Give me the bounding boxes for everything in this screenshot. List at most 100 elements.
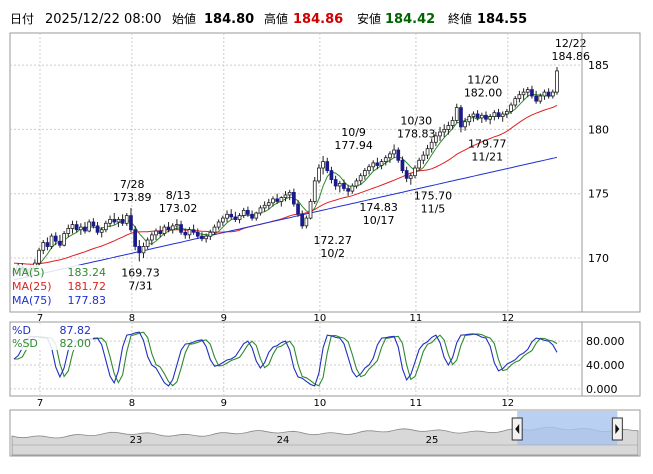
candle-body <box>392 149 396 155</box>
candle-body <box>509 104 513 112</box>
stoch-legend-name: %D <box>12 324 31 337</box>
candle-body <box>350 185 355 192</box>
price-x-tick-label: 7 <box>37 313 43 324</box>
candle-body <box>367 166 371 171</box>
annotation-line2: 177.94 <box>334 139 373 152</box>
ma-legend-name: MA(75) <box>12 294 52 307</box>
candle-body <box>488 116 493 120</box>
annotation-line2: 10/17 <box>363 214 395 227</box>
candle-body <box>500 113 505 117</box>
annotation-line1: 12/22 <box>555 37 587 50</box>
candle-body <box>404 170 409 179</box>
candle-body <box>212 226 217 233</box>
ma-legend-value: 177.83 <box>68 294 107 307</box>
annotation-line1: 179.77 <box>468 137 507 150</box>
annotation-line2: 11/5 <box>421 203 446 216</box>
candle-body <box>513 98 518 106</box>
candle-body <box>99 229 104 233</box>
annotation-line2: 178.83 <box>397 127 436 140</box>
low-label: 安値 <box>357 11 381 26</box>
candle-body <box>216 221 221 228</box>
candle-body <box>467 116 472 123</box>
candle-body <box>154 230 158 236</box>
candle-body <box>317 167 321 182</box>
annotation-line2: 184.86 <box>552 50 591 63</box>
candle-body <box>425 148 430 156</box>
stoch-legend-bg <box>11 337 93 350</box>
candle-body <box>463 121 467 128</box>
candle-body <box>87 221 91 232</box>
candle-body <box>459 107 463 128</box>
candle-body <box>300 213 305 227</box>
candle-body <box>475 113 480 119</box>
candle-body <box>333 179 338 187</box>
navigator-left-handle[interactable] <box>511 417 523 441</box>
candle-body <box>195 231 200 237</box>
candle-body <box>271 198 275 204</box>
stoch-y-tick-label: 40.000 <box>586 359 625 372</box>
candle-body <box>179 224 183 233</box>
ma-legend-value: 183.24 <box>68 266 107 279</box>
candle-body <box>312 180 317 202</box>
candle-body <box>129 215 133 231</box>
candle-body <box>254 212 259 219</box>
ma-legend: MA(5) 183.24 MA(25) 181.72 MA(75) 177.83 <box>11 265 111 307</box>
candle-body <box>241 209 246 216</box>
candle-body <box>250 213 254 219</box>
candle-body <box>245 209 250 215</box>
candle-body <box>296 203 300 215</box>
candle-body <box>429 141 434 150</box>
candle-body <box>396 149 401 161</box>
candle-body <box>187 229 192 236</box>
candle-body <box>471 113 476 117</box>
navigator-right-handle[interactable] <box>611 417 623 441</box>
stoch-lines <box>13 331 558 387</box>
candle-body <box>266 202 271 206</box>
price-panel-frame <box>9 32 641 313</box>
candle-body <box>275 198 280 202</box>
ma-legend-value: 181.72 <box>68 280 107 293</box>
candle-body <box>479 114 484 119</box>
stoch-panel-frame <box>9 321 641 397</box>
candle-body <box>421 154 426 161</box>
candle-body <box>233 216 238 220</box>
ma-legend-name: MA(25) <box>12 280 52 293</box>
annotation-line1: 175.70 <box>414 190 453 203</box>
candle-body <box>166 226 171 231</box>
close-value: 184.55 <box>477 12 527 27</box>
candle-body <box>555 70 559 93</box>
candle-body <box>204 235 208 240</box>
stoch-legend-bg <box>11 324 93 337</box>
candle-body <box>291 191 296 205</box>
candle-body <box>371 162 376 168</box>
price-y-tick-label: 180 <box>588 123 609 136</box>
candle-body <box>329 170 334 181</box>
candle-body <box>200 235 204 240</box>
price-grid <box>10 33 582 312</box>
candle-body <box>496 112 501 117</box>
navigator[interactable]: 23 24 25 <box>11 411 639 456</box>
candle-body <box>542 91 547 97</box>
candle-body <box>116 218 121 223</box>
candle-body <box>62 233 67 246</box>
stoch-y-tick-label: 0.000 <box>586 383 618 396</box>
navigator-tick-label: 24 <box>277 435 290 446</box>
stoch-x-axis: 7 8 9 10 11 12 <box>37 398 514 409</box>
candle-body <box>74 224 79 231</box>
ma-legend-bg <box>11 279 111 293</box>
candle-body <box>504 111 509 115</box>
candle-body <box>446 125 451 130</box>
annotation-line1: 10/9 <box>341 126 366 139</box>
high-label: 高値 <box>264 11 288 26</box>
price-x-tick-label: 9 <box>221 313 227 324</box>
candle-body <box>417 159 422 169</box>
price-x-axis: 7 8 9 10 11 12 <box>37 313 514 324</box>
candle-body <box>521 91 526 96</box>
candle-body <box>383 157 388 162</box>
candle-body <box>525 89 530 93</box>
price-x-tick-label: 8 <box>129 313 135 324</box>
candle-body <box>208 231 213 237</box>
navigator-selection[interactable] <box>517 411 618 445</box>
